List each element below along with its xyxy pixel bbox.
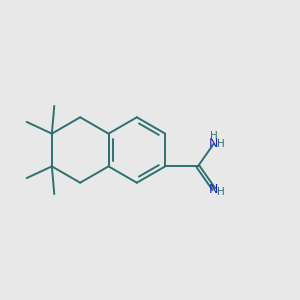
Text: N: N [209, 137, 218, 150]
Text: N: N [209, 183, 218, 196]
Text: H: H [217, 187, 225, 197]
Text: H: H [210, 131, 218, 141]
Text: H: H [217, 139, 225, 148]
